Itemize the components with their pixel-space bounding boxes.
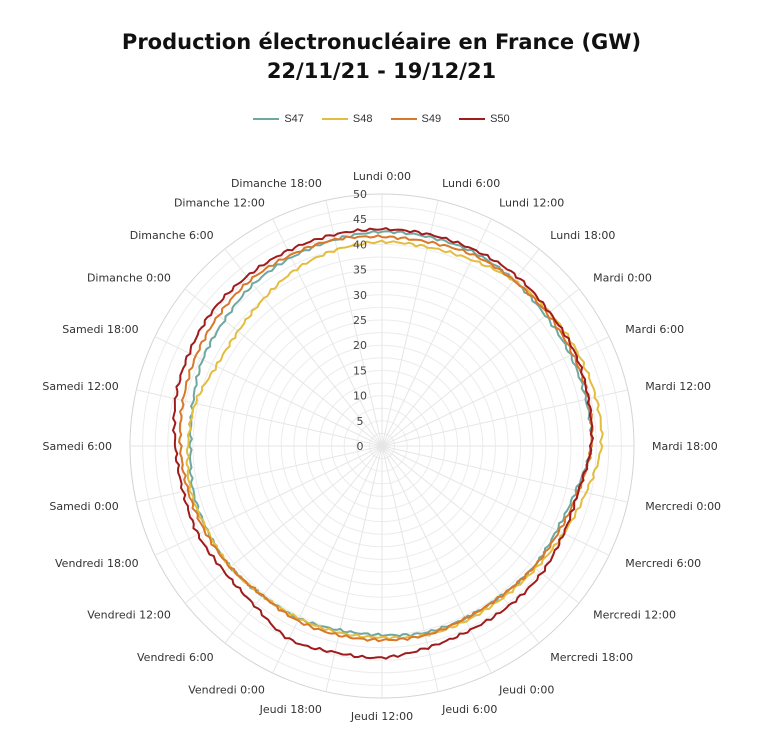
category-label: Samedi 0:00 — [49, 500, 118, 513]
category-label: Jeudi 0:00 — [498, 683, 554, 696]
series-line-s47 — [188, 230, 594, 638]
category-label: Mercredi 18:00 — [550, 651, 633, 664]
category-label: Mercredi 6:00 — [625, 557, 701, 570]
grid-spoke — [136, 445, 383, 503]
grid-spoke — [381, 200, 439, 447]
legend-label-s50: S50 — [490, 113, 510, 125]
radial-tick-labels: 0 5 10 15 20 25 30 35 40 45 50 — [353, 188, 367, 453]
legend-swatch-s48 — [321, 118, 348, 120]
grid-spoke — [136, 389, 383, 447]
grid-spoke — [381, 445, 439, 692]
category-label: Vendredi 0:00 — [188, 683, 265, 696]
category-label: Lundi 18:00 — [550, 229, 615, 242]
chart-title-line2: 22/11/21 - 19/12/21 — [266, 59, 497, 83]
category-label: Mardi 0:00 — [593, 272, 652, 285]
category-label: Dimanche 0:00 — [87, 272, 171, 285]
radial-tick-label: 50 — [353, 188, 367, 201]
grid-spoke — [272, 218, 383, 447]
category-label: Dimanche 18:00 — [231, 177, 322, 190]
series-line-s49 — [178, 234, 594, 643]
radial-tick-label: 15 — [353, 364, 367, 377]
category-label: Jeudi 18:00 — [259, 703, 322, 716]
grid-spoke — [325, 200, 383, 447]
grid-spoke — [272, 445, 383, 674]
chart-legend: S47 S48 S49 S50 — [0, 113, 763, 125]
category-label: Mardi 12:00 — [645, 380, 711, 393]
category-label: Mardi 18:00 — [652, 440, 718, 453]
category-label: Samedi 18:00 — [62, 323, 138, 336]
category-label: Dimanche 12:00 — [174, 197, 265, 210]
legend-item-s49: S49 — [390, 113, 442, 125]
legend-swatch-s49 — [390, 118, 417, 120]
grid-spoke — [381, 445, 610, 556]
category-label: Mercredi 0:00 — [645, 500, 721, 513]
grid-spoke — [224, 445, 383, 644]
radial-tick-label: 45 — [353, 213, 367, 226]
grid-spoke — [154, 336, 383, 447]
radial-tick-label: 20 — [353, 339, 367, 352]
grid-spoke — [381, 218, 492, 447]
grid-spoke — [184, 445, 383, 604]
category-label: Samedi 6:00 — [43, 440, 112, 453]
legend-swatch-s47 — [253, 118, 280, 120]
grid-spoke — [154, 445, 383, 556]
radar-series — [172, 227, 604, 660]
legend-label-s49: S49 — [421, 113, 442, 125]
legend-label-s47: S47 — [284, 113, 304, 125]
legend-item-s47: S47 — [253, 113, 304, 125]
radial-tick-label: 5 — [357, 415, 364, 428]
category-label: Jeudi 12:00 — [350, 710, 413, 723]
grid-spoke — [381, 445, 580, 604]
category-label: Lundi 12:00 — [499, 197, 564, 210]
category-label: Mercredi 12:00 — [593, 608, 676, 621]
radial-tick-label: 0 — [357, 440, 364, 453]
legend-item-s48: S48 — [321, 113, 373, 125]
category-label: Dimanche 6:00 — [130, 229, 214, 242]
grid-spoke — [381, 288, 580, 447]
category-label: Lundi 6:00 — [442, 177, 500, 190]
radial-tick-label: 10 — [353, 390, 367, 403]
grid-spoke — [325, 445, 383, 692]
grid-spoke — [381, 389, 628, 447]
chart-title: Production électronucléaire en France (G… — [0, 28, 763, 86]
legend-item-s50: S50 — [459, 113, 510, 125]
legend-swatch-s50 — [459, 118, 486, 120]
radial-tick-label: 35 — [353, 264, 367, 277]
grid-spoke — [381, 445, 492, 674]
grid-spoke — [381, 248, 540, 447]
category-label: Lundi 0:00 — [353, 170, 411, 183]
legend-label-s48: S48 — [352, 113, 373, 125]
category-label: Jeudi 6:00 — [441, 703, 497, 716]
radar-grid — [129, 193, 635, 699]
chart-title-line1: Production électronucléaire en France (G… — [121, 30, 642, 54]
category-label: Samedi 12:00 — [42, 380, 118, 393]
category-label: Mardi 6:00 — [625, 323, 684, 336]
category-label: Vendredi 18:00 — [55, 557, 139, 570]
grid-spoke — [381, 445, 540, 644]
radial-tick-label: 30 — [353, 289, 367, 302]
radial-tick-label: 25 — [353, 314, 367, 327]
category-labels: Lundi 0:00 Lundi 6:00 Lundi 12:00 Lundi 18:… — [42, 170, 721, 723]
radial-tick-label: 40 — [353, 238, 367, 251]
category-label: Vendredi 6:00 — [137, 651, 214, 664]
category-label: Vendredi 12:00 — [87, 608, 171, 621]
series-line-s50 — [172, 227, 594, 660]
